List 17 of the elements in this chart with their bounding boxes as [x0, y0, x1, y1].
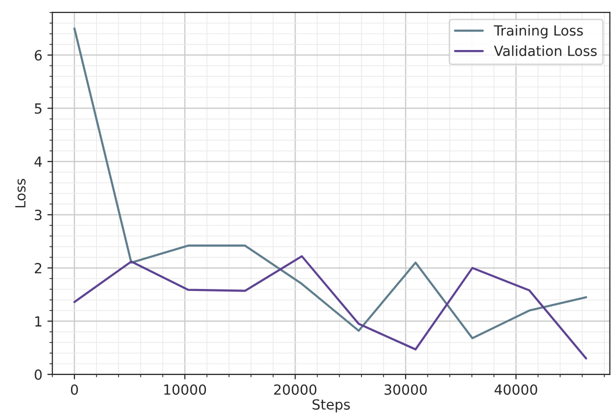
x-tick-label: 0	[70, 384, 78, 395]
line-series	[73, 255, 588, 360]
x-axis-title: Steps	[312, 399, 350, 412]
x-tick-label: 20000	[274, 384, 316, 395]
y-tick-label: 2	[34, 262, 42, 274]
y-tick-label: 0	[34, 369, 42, 380]
y-tick-label: 4	[34, 156, 42, 167]
y-axis-title: Loss	[15, 178, 26, 208]
x-tick-label: 10000	[164, 384, 206, 395]
legend-label: Training Loss	[494, 24, 583, 38]
legend-label: Validation Loss	[494, 45, 597, 56]
x-tick-label: 30000	[384, 384, 427, 395]
x-tick-label: 40000	[494, 384, 538, 395]
y-tick-label: 5	[34, 103, 42, 114]
y-tick-label: 6	[34, 50, 42, 61]
y-tick-label: 3	[34, 210, 42, 220]
y-tick-label: 1	[35, 316, 42, 326]
